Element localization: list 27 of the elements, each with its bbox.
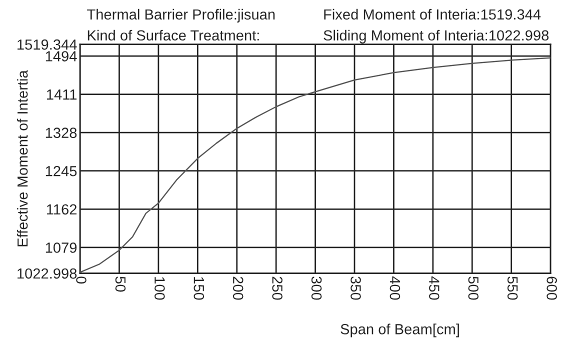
x-tick-label: 350 xyxy=(350,276,361,300)
x-tick-label: 600 xyxy=(546,276,557,300)
y-tick-label: 1162 xyxy=(46,204,77,215)
x-axis-title: Span of Beam[cm] xyxy=(340,324,459,338)
x-tick-label: 250 xyxy=(272,276,282,300)
x-tick-label: 100 xyxy=(154,277,165,300)
y-tick-label: 1519.344 xyxy=(18,39,77,50)
x-tick-label: 550 xyxy=(507,276,518,300)
x-tick-label: 0 xyxy=(76,276,86,284)
x-tick-label: 400 xyxy=(390,276,400,300)
y-tick-label: 1494 xyxy=(46,51,77,62)
x-tick-label: 450 xyxy=(429,276,440,300)
y-tick-label: 1245 xyxy=(46,166,77,176)
x-tick-label: 300 xyxy=(311,276,322,300)
y-tick-label: 1022.998 xyxy=(18,268,77,279)
y-tick-label: 1411 xyxy=(46,90,77,100)
x-tick-label: 50 xyxy=(115,276,126,292)
x-tick-label: 150 xyxy=(194,277,204,300)
x-tick-label: 500 xyxy=(468,276,479,300)
x-tick-label: 200 xyxy=(232,276,244,300)
y-tick-label: 1079 xyxy=(46,242,77,253)
text: Sliding Moment of Interia:1022.998 xyxy=(324,30,549,44)
y-tick-label: 1328 xyxy=(46,128,77,138)
text: Fixed Moment of Interia:1519.344 xyxy=(324,8,541,20)
text: Thermal Barrier Profile:jisuan xyxy=(87,8,275,22)
y-axis-title: Effective Moment of Intertia xyxy=(17,70,28,246)
text: Kind of Surface Treatment: xyxy=(88,30,259,41)
